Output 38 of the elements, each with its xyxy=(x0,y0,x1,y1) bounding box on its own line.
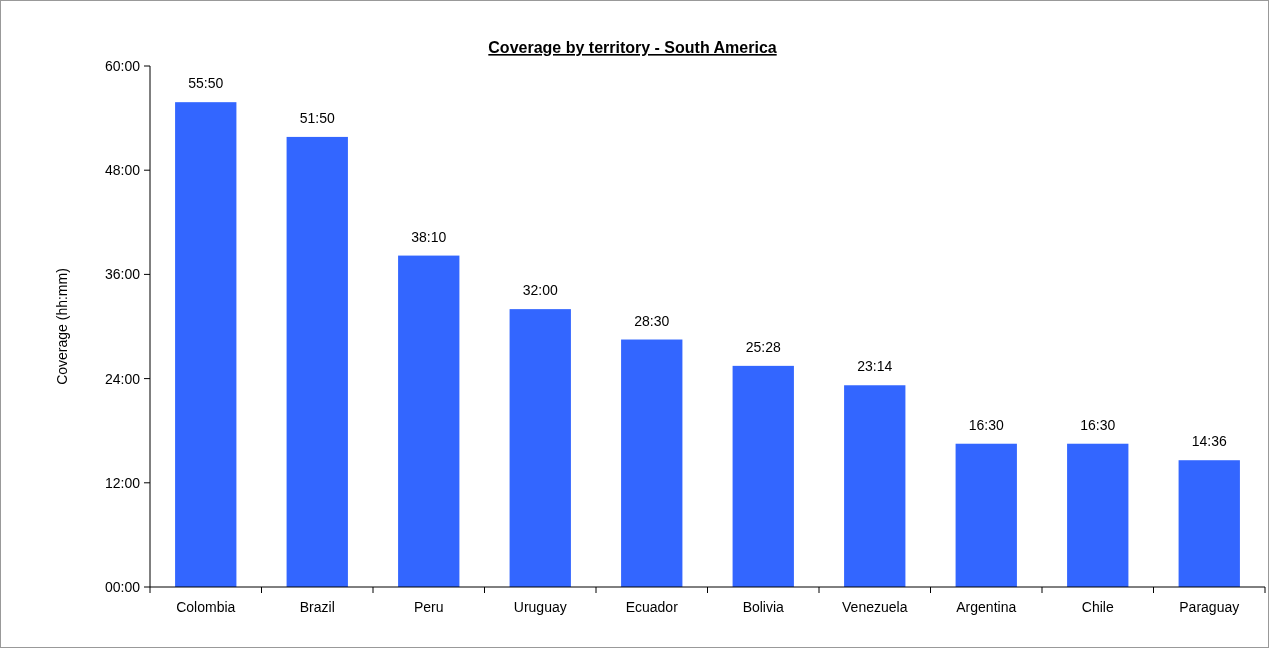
bar xyxy=(509,309,571,587)
y-tick-label: 36:00 xyxy=(104,266,141,283)
data-label: 55:50 xyxy=(188,75,224,92)
data-label: 16:30 xyxy=(1080,416,1116,433)
y-tick-label: 24:00 xyxy=(104,370,141,387)
data-label: 14:36 xyxy=(1191,433,1227,450)
data-label: 16:30 xyxy=(968,416,1004,433)
x-tick-label: Argentina xyxy=(956,599,1017,615)
x-tick-label: Colombia xyxy=(176,599,236,615)
bar xyxy=(732,365,794,587)
y-tick-label: 12:00 xyxy=(104,474,141,491)
bar xyxy=(398,255,460,587)
data-label: 28:30 xyxy=(634,312,670,329)
x-tick-label: Chile xyxy=(1081,599,1114,615)
y-axis-title: Coverage (hh:mm) xyxy=(54,268,70,385)
data-label: 25:28 xyxy=(745,338,781,355)
bar xyxy=(844,385,906,587)
chart-title: Coverage by territory - South America xyxy=(488,39,777,56)
x-tick-label: Brazil xyxy=(299,599,335,615)
y-tick-label: 60:00 xyxy=(104,57,141,74)
bar xyxy=(1067,443,1129,587)
x-tick-label: Venezuela xyxy=(842,599,908,615)
y-tick-label: 48:00 xyxy=(104,162,141,179)
x-tick-label: Ecuador xyxy=(625,599,679,615)
x-tick-label: Bolivia xyxy=(742,599,785,615)
data-label: 32:00 xyxy=(522,282,558,299)
bar xyxy=(286,136,348,587)
data-label: 38:10 xyxy=(411,228,447,245)
x-tick-label: Paraguay xyxy=(1179,599,1240,615)
data-label: 23:14 xyxy=(857,358,893,375)
x-tick-label: Uruguay xyxy=(513,599,567,615)
bar xyxy=(175,102,237,587)
data-label: 51:50 xyxy=(299,109,335,126)
bar xyxy=(1178,460,1240,587)
bar xyxy=(955,443,1017,587)
bar xyxy=(621,339,683,587)
x-tick-label: Peru xyxy=(413,599,444,615)
y-tick-label: 00:00 xyxy=(104,578,141,595)
